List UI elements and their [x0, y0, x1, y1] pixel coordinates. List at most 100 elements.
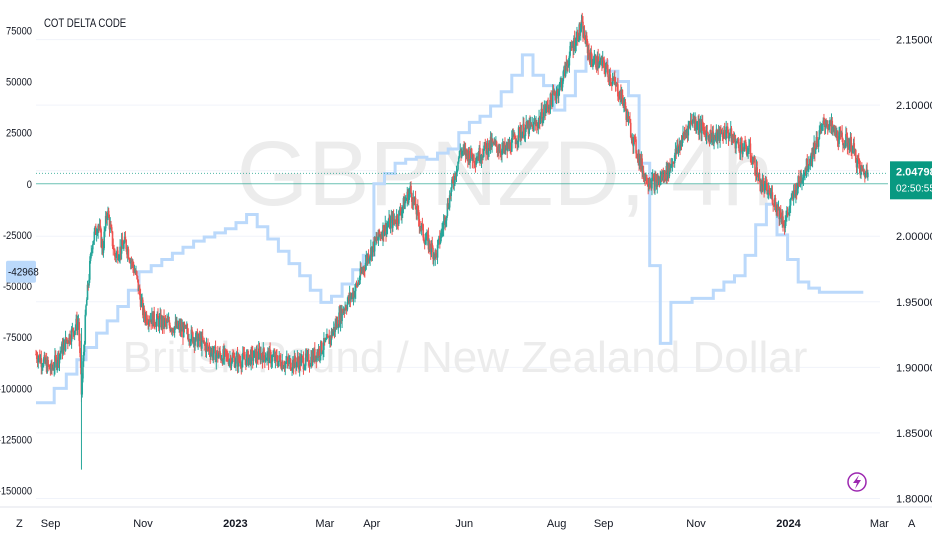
candle-body — [761, 181, 764, 191]
candle-body — [157, 313, 159, 319]
candle-body — [103, 231, 105, 249]
candle-body — [82, 361, 84, 379]
candle-body — [604, 68, 607, 73]
candle-body — [809, 162, 812, 164]
candle-body — [394, 219, 396, 223]
candle-body — [601, 58, 604, 66]
candle-body — [752, 161, 755, 163]
candle-body — [853, 143, 856, 152]
candle-body — [457, 157, 460, 162]
candle-body — [417, 210, 420, 220]
candle-body — [728, 136, 731, 139]
candle-body — [70, 328, 73, 342]
candle-body — [88, 260, 91, 280]
candle-body — [820, 124, 823, 130]
candle-body — [318, 348, 321, 357]
x-axis-tick: Jun — [455, 518, 473, 530]
candle-body — [615, 83, 618, 87]
candle-body — [555, 93, 558, 99]
candle-body — [828, 124, 831, 130]
candle-body — [132, 261, 134, 267]
candle-body — [745, 149, 748, 155]
lightning-icon[interactable] — [847, 472, 867, 492]
candle-body — [626, 110, 629, 123]
candle-body — [682, 132, 685, 134]
candle-body — [541, 108, 543, 123]
candle-body — [104, 215, 107, 229]
candle-body — [559, 82, 562, 84]
candle-body — [504, 143, 506, 151]
candle-body — [264, 355, 266, 362]
candle-body — [100, 229, 102, 248]
candle-body — [123, 242, 125, 249]
candle-body — [618, 98, 621, 100]
candle-body — [473, 154, 475, 163]
candle-body — [206, 343, 209, 345]
candle-body — [85, 305, 87, 315]
candle-body — [511, 134, 514, 139]
candle-body — [371, 246, 374, 257]
auto-scale-button[interactable]: A — [908, 518, 916, 530]
candle-body — [389, 220, 392, 229]
candle-body — [169, 325, 171, 331]
candle-body — [672, 161, 674, 163]
candle-body — [585, 35, 588, 42]
candle-body — [786, 212, 789, 214]
candle-body — [104, 228, 106, 232]
candle-body — [521, 132, 524, 139]
candle-body — [706, 131, 709, 133]
candle-body — [842, 138, 844, 146]
candle-body — [592, 63, 595, 65]
candle-body — [668, 164, 671, 177]
candle-body — [773, 205, 775, 207]
candle-body — [754, 157, 756, 175]
candle-body — [721, 133, 724, 137]
candle-body — [117, 259, 120, 261]
candle-body — [684, 132, 687, 136]
candle-body — [203, 340, 205, 344]
candle-body — [863, 169, 865, 175]
go-to-start-button[interactable]: Z — [16, 518, 23, 530]
candle-body — [816, 137, 818, 144]
candle-body — [499, 150, 502, 154]
candle-body — [720, 128, 722, 134]
candle-body — [416, 206, 418, 215]
candle-body — [183, 323, 186, 328]
candle-body — [836, 130, 839, 142]
candle-body — [303, 368, 306, 370]
candle-body — [204, 343, 206, 345]
right-axis-tick: 1.90000 — [896, 362, 932, 374]
candle-body — [148, 321, 151, 323]
candle-body — [407, 193, 410, 203]
candle-body — [590, 52, 593, 60]
candle-body — [441, 229, 443, 231]
candle-body — [424, 240, 427, 245]
candle-body — [367, 254, 370, 262]
candle-body — [295, 362, 298, 368]
candle-body — [258, 348, 261, 352]
candle-body — [257, 348, 260, 360]
candle-body — [452, 180, 455, 184]
candle-body — [479, 160, 482, 162]
candle-body — [323, 337, 325, 350]
candle-body — [107, 210, 110, 218]
candle-body — [517, 140, 519, 144]
candle-body — [86, 284, 89, 300]
candle-body — [91, 249, 93, 253]
candle-body — [844, 145, 846, 148]
x-axis-tick: Aug — [547, 518, 567, 530]
candle-body — [95, 226, 97, 235]
candle-body — [630, 137, 633, 140]
candle-body — [322, 349, 324, 353]
candle-body — [69, 334, 71, 342]
candle-body — [803, 173, 806, 176]
candle-body — [635, 139, 637, 154]
candle-body — [265, 359, 268, 361]
candle-body — [248, 357, 250, 365]
candle-body — [861, 166, 863, 168]
candle-body — [357, 282, 360, 284]
candle-body — [51, 362, 53, 369]
candle-body — [283, 367, 286, 369]
